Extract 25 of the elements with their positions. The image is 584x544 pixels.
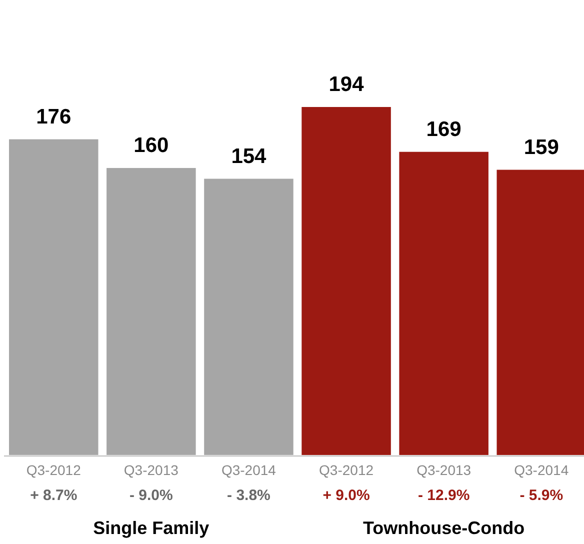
x-tick-label: Q3-2012 bbox=[319, 462, 374, 478]
data-label: 160 bbox=[134, 134, 169, 157]
bar bbox=[302, 107, 391, 455]
x-tick-label: Q3-2013 bbox=[416, 462, 472, 478]
data-label: 169 bbox=[426, 118, 462, 141]
bar bbox=[204, 178, 294, 455]
data-label: 194 bbox=[328, 73, 364, 96]
x-tick-label: Q3-2013 bbox=[124, 462, 179, 478]
data-label: 159 bbox=[524, 136, 559, 159]
x-tick-label: Q3-2014 bbox=[221, 462, 276, 478]
text: Single Family bbox=[93, 518, 210, 538]
bar bbox=[399, 152, 488, 455]
text: - 12.9% bbox=[418, 487, 470, 504]
x-tick-label: Q3-2012 bbox=[26, 462, 82, 478]
text: - 9.0% bbox=[129, 487, 173, 504]
x-tick-label: Q3-2014 bbox=[514, 462, 569, 478]
bar bbox=[9, 139, 98, 455]
data-label: 176 bbox=[36, 105, 72, 128]
text: + 8.7% bbox=[30, 487, 78, 504]
text: Townhouse-Condo bbox=[363, 518, 525, 538]
text: - 5.9% bbox=[520, 487, 564, 504]
text: - 3.8% bbox=[227, 487, 270, 504]
text: + 9.0% bbox=[322, 487, 370, 504]
bar bbox=[106, 168, 196, 455]
data-label: 154 bbox=[231, 144, 267, 168]
